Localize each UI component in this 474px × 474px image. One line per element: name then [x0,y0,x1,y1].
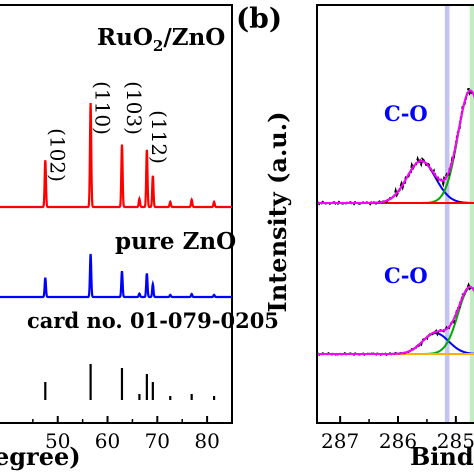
xps-curves [316,88,474,357]
xrd-plot-frame [0,4,233,424]
peak-label: (103) [122,81,146,135]
highlight-band [469,6,474,422]
xrd-x-tick-label: 50 [45,429,70,453]
xrd-series-ruo2-zno [0,102,232,209]
xps-x-tick-label: 285 [437,429,474,453]
xrd-x-tick-label: 70 [145,429,170,453]
xrd-x-ticks: 50 60 70 80 [32,416,233,453]
xps-plot-frame [316,4,474,424]
highlight-band [444,6,450,422]
panel-label-b: (b) [236,2,282,35]
envelope [317,285,474,355]
peak-label: (112) [147,110,171,164]
xrd-series-pure-zno [0,253,232,299]
xrd-panel: 50 60 70 80 (102) (110) (103)(112) RuO2/ZnO p… [0,4,279,471]
xps-y-axis-label: Intensity (a.u.) [263,112,292,313]
xps-x-ticks: 287 286 285 [321,416,474,453]
xps-x-tick-label: 287 [321,429,359,453]
label-card-number: card no. 01-079-0205 [27,308,279,333]
xrd-x-axis-label: egree) [0,442,81,471]
xps-x-axis-label: Bind [410,442,474,471]
highlight-bands [444,6,474,422]
xps-panel: 287 286 285 (b) Intensity (a.u.) Bind C-O … [236,2,474,471]
peak-label: (102) [45,128,69,182]
reference-sticks [44,364,216,400]
label-ruo2-zno: RuO2/ZnO [97,24,225,55]
peak-labels: (102) (110) (103)(112) [45,81,171,182]
co-label-lower: C-O [384,263,428,288]
xrd-x-tick-label: 60 [95,429,120,453]
co-label-upper: C-O [384,101,428,126]
xrd-series [0,102,232,299]
envelope [317,89,474,204]
xrd-x-tick-label: 80 [194,429,219,453]
label-pure-zno: pure ZnO [115,228,236,255]
xps-x-tick-label: 286 [379,429,417,453]
peak-label: (110) [91,81,115,135]
